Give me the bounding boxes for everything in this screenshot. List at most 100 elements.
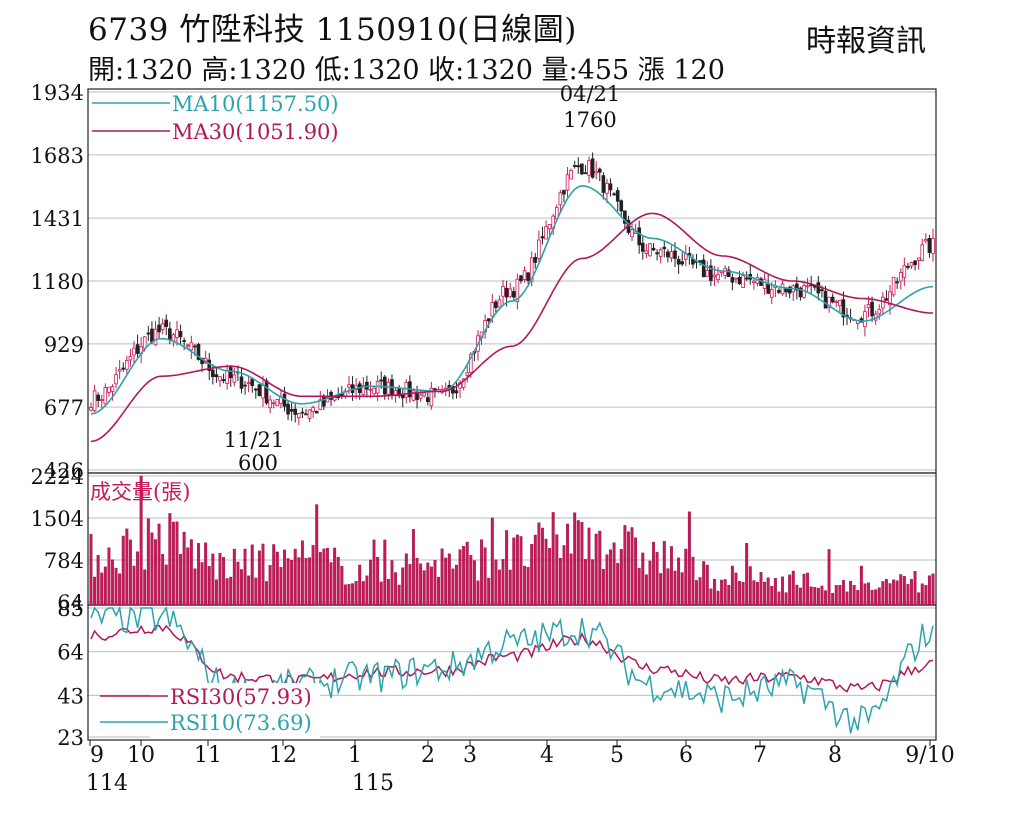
price-tick-label: 1934 <box>31 81 84 105</box>
candle-body <box>766 284 770 294</box>
candle-body <box>827 296 831 308</box>
volume-bar <box>222 557 226 606</box>
candle-body <box>784 288 788 293</box>
volume-bar <box>211 553 215 606</box>
rsi-tick-label: 23 <box>57 726 84 750</box>
volume-bar <box>311 545 315 606</box>
volume-bar <box>512 537 516 606</box>
volume-bar <box>111 559 114 606</box>
volume-bar <box>548 548 552 606</box>
candle-body <box>182 340 186 342</box>
candle-body <box>651 247 656 251</box>
volume-bar <box>573 512 577 606</box>
volume-bar <box>347 583 351 606</box>
volume-bar <box>523 565 526 606</box>
volume-bar <box>845 591 849 606</box>
candle-body <box>494 301 498 309</box>
candle-body <box>777 289 781 293</box>
volume-bar <box>874 589 878 606</box>
volume-bar <box>394 572 398 606</box>
candle-body <box>529 257 534 282</box>
volume-bar <box>315 504 319 606</box>
candle-body <box>107 386 111 393</box>
low-annotation-value: 600 <box>238 451 278 475</box>
candle-body <box>422 392 427 397</box>
ma10-legend-label: MA10(1157.50) <box>172 92 339 116</box>
volume-bar <box>279 567 283 606</box>
volume-bar <box>766 577 770 606</box>
volume-bar <box>598 530 602 606</box>
volume-bar <box>193 568 197 606</box>
candle-body <box>769 288 774 298</box>
candle-body <box>168 328 172 341</box>
volume-bar <box>877 587 881 606</box>
candle-body <box>153 328 158 346</box>
candle-body <box>888 291 892 306</box>
volume-bar <box>336 556 340 606</box>
panel-frames <box>87 88 937 741</box>
volume-bar <box>154 539 157 606</box>
candle-body <box>730 277 735 283</box>
x-tick-label: 10 <box>127 743 155 768</box>
candle-body <box>497 299 502 308</box>
candle-body <box>931 238 935 254</box>
volume-bar <box>562 545 566 606</box>
volume-bar <box>218 552 222 606</box>
volume-bar <box>888 583 892 606</box>
candle-body <box>110 386 115 392</box>
candle-body <box>383 376 387 395</box>
candle-body <box>232 374 237 383</box>
volume-bar <box>146 518 150 606</box>
volume-bar <box>268 565 272 606</box>
volume-bar <box>698 577 702 606</box>
volume-bar <box>161 553 165 606</box>
volume-bar <box>738 581 741 606</box>
volume-bar <box>881 581 885 606</box>
volume-bar <box>730 565 734 606</box>
candle-body <box>906 265 910 268</box>
candle-body <box>884 298 889 301</box>
volume-bar <box>257 550 261 606</box>
candle-body <box>916 257 921 261</box>
candle-body <box>798 287 803 298</box>
volume-bar <box>225 578 229 606</box>
volume-bar <box>361 581 365 606</box>
volume-bar <box>157 523 161 606</box>
candle-body <box>300 411 305 414</box>
volume-bar <box>412 529 415 606</box>
volume-bar <box>677 557 681 606</box>
volume-bar <box>290 559 294 606</box>
candle-body <box>830 296 835 303</box>
volume-bar <box>214 579 218 606</box>
volume-tick-label: 784 <box>44 549 84 573</box>
candle-body <box>838 299 842 306</box>
candle-body <box>590 158 595 178</box>
candle-body <box>619 200 624 212</box>
volume-bar <box>745 543 749 606</box>
candle-body <box>218 376 222 382</box>
candle-body <box>221 379 226 382</box>
candle-body <box>429 387 434 407</box>
volume-bar <box>770 585 774 606</box>
volume-bar <box>243 548 247 606</box>
candle-body <box>214 374 219 378</box>
volume-bar <box>505 530 509 606</box>
x-tick-label: 5 <box>610 743 624 768</box>
data-source: 時報資訊 <box>806 24 926 59</box>
volume-bar <box>648 560 652 606</box>
candle-body <box>211 369 215 378</box>
candle-body <box>920 244 925 261</box>
candle-body <box>271 402 276 405</box>
candle-body <box>927 238 932 253</box>
candle-body <box>243 384 247 387</box>
x-tick-label: 1 <box>348 743 362 768</box>
volume-bar <box>150 532 154 606</box>
candle-body <box>228 367 233 379</box>
volume-bar <box>601 569 605 606</box>
volume-bar <box>200 562 204 606</box>
volume-bar <box>594 533 598 606</box>
volume-bar <box>720 579 724 606</box>
candle-body <box>196 344 201 360</box>
candle-body <box>662 246 667 250</box>
volume-bar <box>924 585 928 606</box>
